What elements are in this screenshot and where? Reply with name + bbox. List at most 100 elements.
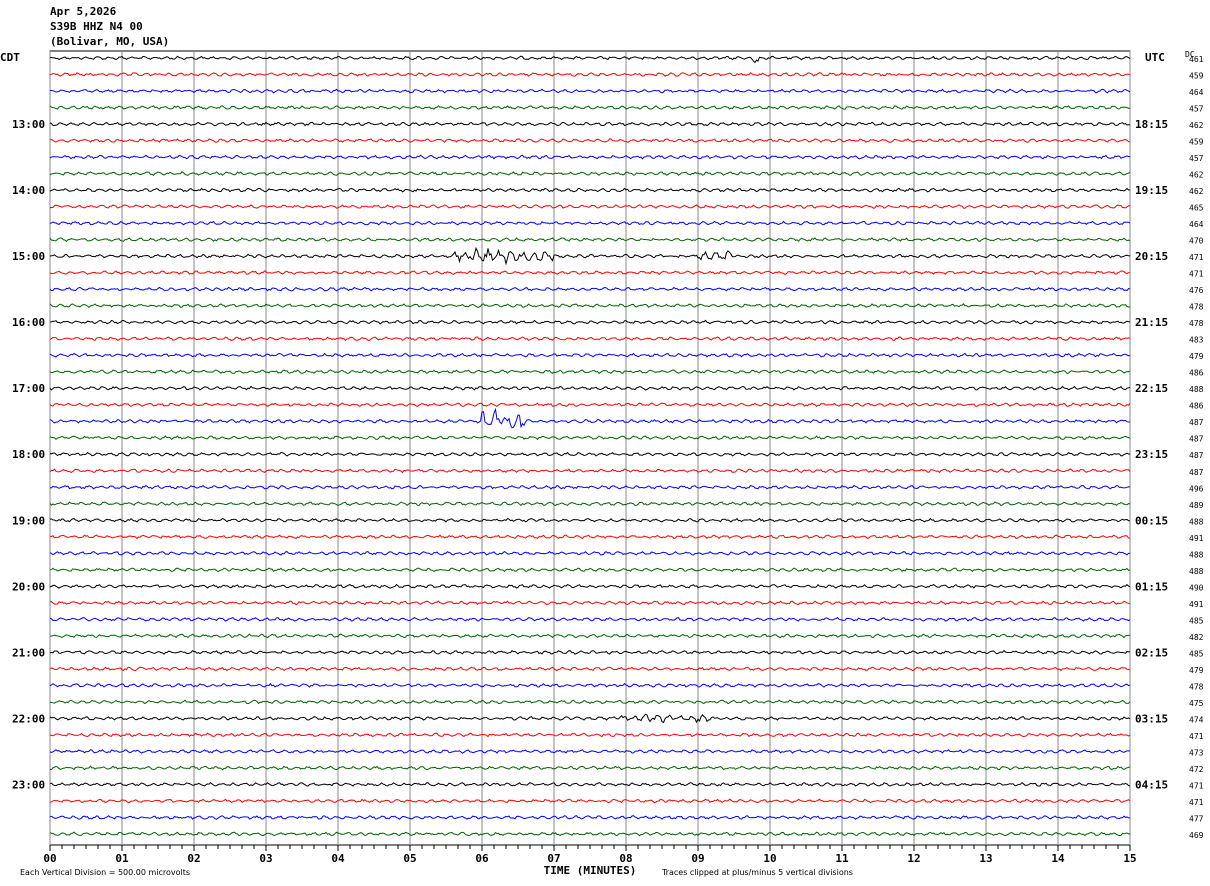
dc-value: 471 xyxy=(1189,798,1204,807)
utc-hour-label: 19:15 xyxy=(1135,184,1168,197)
trace-row-9 xyxy=(49,204,1131,210)
trace-row-47 xyxy=(49,831,1131,837)
dc-value: 496 xyxy=(1189,484,1204,493)
trace-row-41 xyxy=(49,732,1131,738)
utc-hour-label: 01:15 xyxy=(1135,580,1168,593)
cdt-hour-label: 20:00 xyxy=(12,580,45,593)
x-tick-label: 06 xyxy=(475,852,489,865)
trace-row-44 xyxy=(49,782,1131,787)
traces xyxy=(49,55,1131,837)
cdt-hour-label: 17:00 xyxy=(12,382,45,395)
dc-value: 464 xyxy=(1189,88,1204,97)
trace-row-23 xyxy=(49,435,1131,441)
trace-row-8 xyxy=(49,187,1131,193)
trace-row-25 xyxy=(49,468,1131,474)
cdt-axis-title: CDT xyxy=(0,51,20,64)
utc-hour-label: 22:15 xyxy=(1135,382,1168,395)
cdt-hour-label: 22:00 xyxy=(12,712,45,725)
trace-row-26 xyxy=(49,484,1131,490)
trace-row-29 xyxy=(49,534,1131,540)
dc-value: 488 xyxy=(1189,385,1204,394)
cdt-hour-label: 19:00 xyxy=(12,514,45,527)
x-axis-label: TIME (MINUTES) xyxy=(544,864,637,877)
trace-row-40 xyxy=(49,713,1131,724)
trace-row-2 xyxy=(50,88,1131,94)
trace-row-24 xyxy=(49,451,1130,457)
dc-value: 491 xyxy=(1189,600,1204,609)
trace-row-27 xyxy=(49,501,1131,507)
cdt-hour-label: 18:00 xyxy=(12,448,45,461)
x-tick-label: 11 xyxy=(835,852,849,865)
dc-value: 488 xyxy=(1189,567,1204,576)
labels: 00 01 02 03 04 05 06 07 08 09 10 11 12 13 14 15 461 459 46… xyxy=(12,55,1204,865)
trace-row-37 xyxy=(49,666,1131,672)
dc-value: 469 xyxy=(1189,831,1204,840)
trace-row-45 xyxy=(49,798,1131,804)
trace-row-28 xyxy=(49,517,1130,523)
cdt-hour-label: 21:00 xyxy=(12,646,45,659)
trace-row-35 xyxy=(49,633,1131,639)
trace-row-31 xyxy=(49,567,1131,573)
clip-note: Traces clipped at plus/minus 5 vertical … xyxy=(661,868,853,877)
x-tick-label: 03 xyxy=(259,852,272,865)
cdt-hour-label: 15:00 xyxy=(12,250,45,263)
dc-value: 457 xyxy=(1189,154,1204,163)
x-tick-label: 10 xyxy=(763,852,776,865)
trace-row-15 xyxy=(49,303,1130,308)
x-tick-label: 14 xyxy=(1051,852,1065,865)
dc-value: 459 xyxy=(1189,72,1204,81)
dc-value: 471 xyxy=(1189,781,1204,790)
dc-value: 488 xyxy=(1189,550,1204,559)
dc-value: 487 xyxy=(1189,435,1204,444)
trace-row-12 xyxy=(49,246,1131,266)
trace-row-39 xyxy=(49,699,1131,705)
dc-value: 483 xyxy=(1189,336,1204,345)
dc-value: 462 xyxy=(1189,187,1204,196)
trace-row-17 xyxy=(49,336,1131,342)
dc-value: 464 xyxy=(1189,220,1204,229)
trace-row-13 xyxy=(49,270,1130,276)
trace-row-3 xyxy=(49,105,1131,110)
trace-row-6 xyxy=(49,154,1131,160)
x-tick-label: 12 xyxy=(907,852,920,865)
trace-row-22 xyxy=(49,407,1131,429)
trace-row-10 xyxy=(49,220,1131,226)
dc-value: 478 xyxy=(1189,303,1204,312)
x-tick-label: 05 xyxy=(403,852,416,865)
x-tick-label: 00 xyxy=(43,852,56,865)
dc-value: 490 xyxy=(1189,583,1204,592)
utc-hour-label: 23:15 xyxy=(1135,448,1168,461)
dc-value: 474 xyxy=(1189,715,1204,724)
x-tick-label: 09 xyxy=(691,852,704,865)
trace-row-36 xyxy=(49,649,1131,655)
dc-value: 457 xyxy=(1189,105,1204,114)
trace-row-4 xyxy=(49,121,1130,127)
trace-row-11 xyxy=(49,237,1131,243)
x-tick-label: 01 xyxy=(115,852,129,865)
trace-row-33 xyxy=(49,600,1131,606)
scale-note: Each Vertical Division = 500.00 microvol… xyxy=(20,868,190,877)
dc-value: 477 xyxy=(1189,814,1204,823)
x-tick-label: 07 xyxy=(547,852,560,865)
trace-row-32 xyxy=(49,583,1131,589)
dc-value: 482 xyxy=(1189,633,1204,642)
trace-row-19 xyxy=(49,369,1131,375)
trace-row-34 xyxy=(49,616,1131,622)
dc-value: 459 xyxy=(1189,138,1204,147)
trace-row-1 xyxy=(49,72,1131,77)
cdt-hour-label: 14:00 xyxy=(12,184,45,197)
dc-value: 489 xyxy=(1189,501,1204,510)
trace-row-0 xyxy=(49,55,1131,64)
utc-hour-label: 21:15 xyxy=(1135,316,1168,329)
dc-value: 479 xyxy=(1189,666,1204,675)
dc-value: 462 xyxy=(1189,121,1204,130)
utc-hour-label: 20:15 xyxy=(1135,250,1168,263)
dc-value: 485 xyxy=(1189,616,1204,625)
dc-value: 471 xyxy=(1189,270,1204,279)
dc-value: 476 xyxy=(1189,286,1204,295)
cdt-hour-label: 13:00 xyxy=(12,118,45,131)
grid xyxy=(49,50,1131,851)
dc-value: 465 xyxy=(1189,204,1204,213)
station-id: S39B HHZ N4 00 xyxy=(50,20,143,33)
dc-value: 487 xyxy=(1189,418,1204,427)
